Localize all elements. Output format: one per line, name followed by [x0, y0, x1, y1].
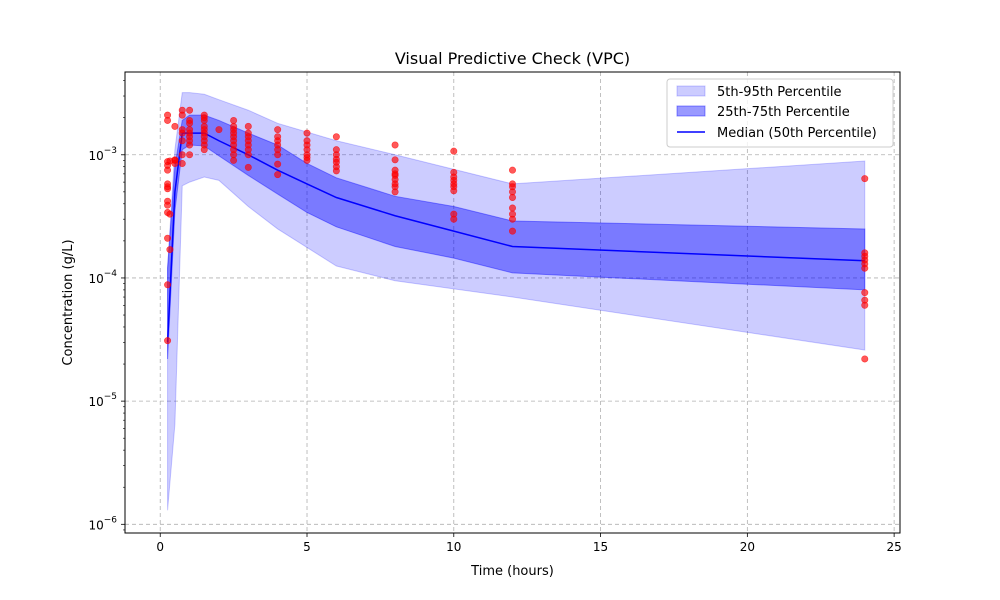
observed-point	[274, 160, 282, 168]
x-tick-label: 5	[303, 540, 311, 554]
legend-swatch-5-95	[676, 85, 706, 97]
observed-point	[164, 185, 172, 193]
x-axis-label: Time (hours)	[470, 564, 554, 579]
observed-points	[164, 106, 869, 363]
band-5th-95th-percentile	[167, 92, 866, 511]
x-tick-label: 0	[156, 540, 164, 554]
observed-point	[391, 141, 399, 149]
observed-point	[508, 166, 516, 174]
observed-point	[450, 215, 458, 223]
observed-point	[164, 337, 172, 345]
observed-point	[391, 156, 399, 164]
legend-label-25-75: 25th-75th Percentile	[717, 105, 850, 120]
observed-point	[164, 281, 172, 289]
axis-ticks: 0 5 10 15 20 25 10−6 10−5 10−4 10−3	[88, 80, 902, 554]
observed-point	[508, 215, 516, 223]
y-tick-label: 10−4	[88, 269, 117, 286]
observed-point	[186, 141, 194, 149]
observed-point	[450, 187, 458, 195]
observed-point	[508, 227, 516, 235]
observed-point	[171, 122, 179, 130]
observed-point	[186, 106, 194, 114]
chart-title: Visual Predictive Check (VPC)	[395, 49, 630, 68]
observed-point	[244, 151, 252, 159]
x-tick-label: 25	[886, 540, 901, 554]
legend-label-median: Median (50th Percentile)	[717, 126, 877, 141]
observed-point	[178, 159, 186, 167]
y-tick-label: 10−3	[88, 146, 117, 163]
observed-point	[508, 193, 516, 201]
observed-point	[164, 116, 172, 124]
legend-label-5-95: 5th-95th Percentile	[717, 85, 841, 100]
observed-point	[244, 122, 252, 130]
observed-point	[244, 163, 252, 171]
y-tick-label: 10−5	[88, 392, 117, 409]
legend: 5th-95th Percentile 25th-75th Percentile…	[666, 78, 894, 148]
observed-point	[186, 151, 194, 159]
observed-point	[450, 147, 458, 155]
observed-point	[166, 210, 174, 218]
y-axis-label: Concentration (g/L)	[61, 239, 76, 365]
observed-point	[230, 116, 238, 124]
grid	[125, 72, 900, 533]
legend-swatch-25-75	[676, 105, 706, 117]
observed-point	[164, 201, 172, 209]
y-tick-label: 10−6	[88, 515, 117, 532]
observed-point	[215, 126, 223, 134]
observed-point	[178, 151, 186, 159]
observed-point	[166, 246, 174, 254]
observed-point	[861, 355, 869, 363]
x-tick-label: 10	[446, 540, 461, 554]
observed-point	[178, 137, 186, 145]
observed-point	[230, 156, 238, 164]
observed-point	[332, 133, 340, 141]
observed-point	[200, 116, 208, 124]
observed-point	[861, 289, 869, 297]
plot-frame	[124, 71, 901, 534]
observed-point	[861, 175, 869, 183]
observed-point	[164, 234, 172, 242]
observed-point	[303, 156, 311, 164]
x-tick-label: 15	[593, 540, 608, 554]
observed-point	[178, 129, 186, 137]
legend-box	[666, 78, 894, 148]
observed-point	[186, 119, 194, 127]
observed-point	[274, 151, 282, 159]
x-tick-label: 20	[740, 540, 755, 554]
observed-point	[171, 156, 179, 164]
observed-point	[274, 171, 282, 179]
observed-point	[164, 166, 172, 174]
observed-point	[861, 301, 869, 309]
observed-point	[274, 126, 282, 134]
observed-point	[303, 129, 311, 137]
observed-point	[861, 264, 869, 272]
observed-point	[391, 188, 399, 196]
observed-point	[332, 167, 340, 175]
observed-point	[200, 146, 208, 154]
observed-point	[508, 204, 516, 212]
observed-point	[178, 111, 186, 119]
